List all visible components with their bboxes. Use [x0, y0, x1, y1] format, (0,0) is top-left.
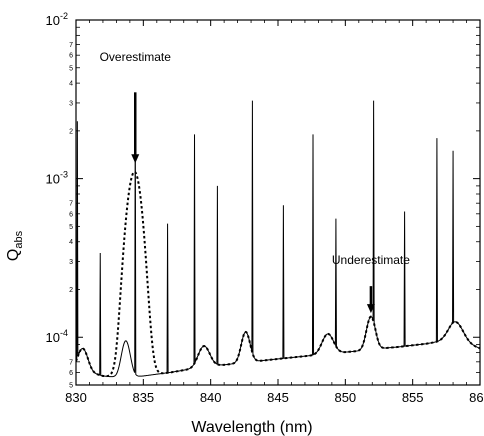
- y-minor-label: 2: [69, 287, 73, 294]
- tick-marks: [75, 19, 481, 386]
- series-line-solid: [76, 100, 480, 378]
- y-minor-label: 5: [69, 383, 73, 390]
- y-minor-label: 5: [69, 224, 73, 231]
- y-minor-label: 7: [69, 359, 73, 366]
- y-tick-base: 10: [46, 330, 60, 345]
- y-tick-exponent: -3: [60, 170, 68, 180]
- y-minor-label: 3: [69, 259, 73, 266]
- y-axis-title-main: Q: [5, 249, 22, 261]
- y-tick-base: 10: [46, 172, 60, 187]
- y-minor-label: 3: [69, 100, 73, 107]
- y-tick-exponent: -4: [60, 328, 68, 338]
- x-tick-label: 830: [65, 390, 87, 405]
- series-line-dotted: [76, 170, 480, 378]
- y-tick-base: 10: [46, 13, 60, 28]
- tick-labels: 83083584084585085586010-410-310-25672345…: [46, 11, 484, 405]
- y-minor-label: 6: [69, 53, 73, 60]
- y-minor-label: 4: [69, 81, 73, 88]
- y-minor-label: 7: [69, 201, 73, 208]
- annotation-underestimate: Underestimate: [332, 253, 410, 267]
- x-tick-label: 845: [267, 390, 289, 405]
- x-tick-label: 835: [132, 390, 154, 405]
- y-minor-label: 2: [69, 128, 73, 135]
- y-minor-label: 6: [69, 370, 73, 377]
- plot-frame: [75, 19, 481, 386]
- x-tick-label: 860: [469, 390, 484, 405]
- y-tick-label: 10-4: [46, 328, 68, 345]
- y-minor-label: 7: [69, 42, 73, 49]
- annotations: Overestimate Underestimate: [100, 50, 410, 314]
- x-tick-label: 850: [334, 390, 356, 405]
- annotation-arrow-head: [131, 154, 140, 164]
- y-axis-title: Qabs: [5, 230, 25, 261]
- y-axis-title-subscript: abs: [13, 230, 25, 248]
- x-tick-label: 840: [200, 390, 222, 405]
- series-lines: [76, 100, 480, 378]
- annotation-arrow-head: [366, 304, 375, 314]
- y-minor-label: 6: [69, 211, 73, 218]
- annotation-overestimate: Overestimate: [100, 50, 172, 64]
- y-tick-label: 10-2: [46, 11, 68, 28]
- y-tick-exponent: -2: [60, 11, 68, 21]
- y-minor-label: 5: [69, 65, 73, 72]
- y-minor-label: 4: [69, 239, 73, 246]
- x-tick-label: 855: [402, 390, 424, 405]
- x-axis-title: Wavelength (nm): [191, 419, 312, 436]
- y-tick-label: 10-3: [46, 170, 68, 187]
